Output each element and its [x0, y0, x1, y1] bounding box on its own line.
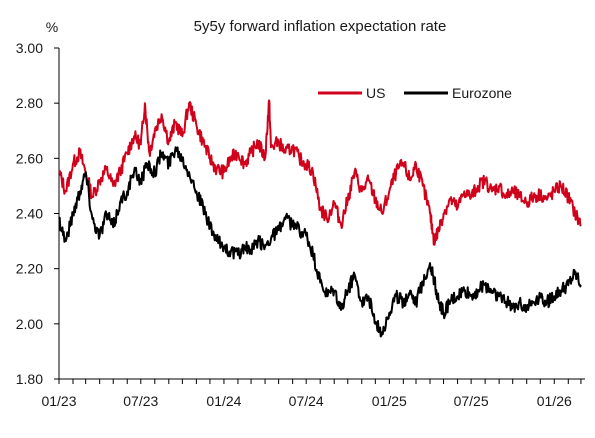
y-tick-label: 2.40	[16, 206, 43, 222]
chart-title: 5y5y forward inflation expectation rate	[194, 18, 447, 35]
x-tick-label: 07/25	[454, 393, 489, 409]
y-axis-unit-label: %	[46, 19, 58, 35]
series-line-eurozone	[58, 146, 582, 338]
legend: US Eurozone	[318, 85, 512, 101]
x-tick-label: 07/24	[289, 393, 324, 409]
y-tick-label: 1.80	[16, 371, 43, 387]
series-line-us	[58, 99, 582, 246]
y-tick-label: 2.00	[16, 316, 43, 332]
x-tick-label: 07/23	[123, 393, 158, 409]
x-tick-label: 01/26	[537, 393, 572, 409]
legend-label-us: US	[366, 85, 385, 101]
y-tick-label: 2.60	[16, 150, 43, 166]
axes: 3.00 2.80 2.60 2.40 2.20 2.00 1.80 01/23 07/23 01…	[16, 40, 585, 409]
x-tick-label: 01/25	[372, 393, 407, 409]
y-tick-label: 2.80	[16, 95, 43, 111]
y-tick-label: 3.00	[16, 40, 43, 56]
series-layer	[58, 99, 582, 338]
legend-label-eurozone: Eurozone	[452, 85, 512, 101]
x-tick-label: 01/23	[41, 393, 76, 409]
x-tick-label: 01/24	[206, 393, 241, 409]
y-tick-label: 2.20	[16, 261, 43, 277]
